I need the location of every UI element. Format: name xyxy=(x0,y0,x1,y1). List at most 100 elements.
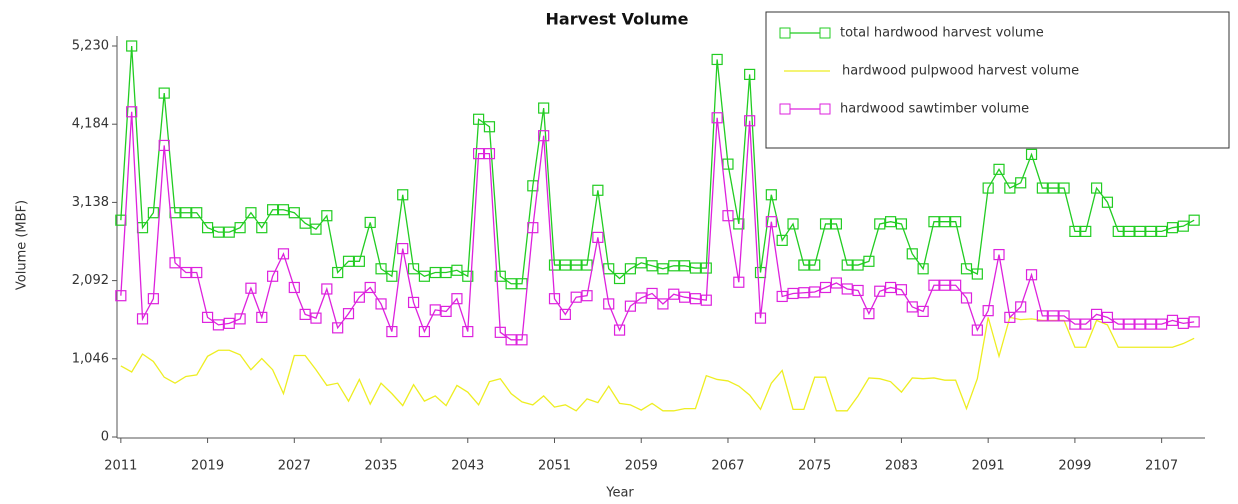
x-tick-label: 2027 xyxy=(278,459,311,474)
point-marker xyxy=(375,298,387,310)
series-line xyxy=(120,316,1195,412)
point-marker xyxy=(863,308,875,320)
point-marker xyxy=(928,279,940,291)
point-marker xyxy=(516,334,528,346)
legend-marker xyxy=(819,103,831,115)
point-marker xyxy=(548,293,561,305)
point-marker xyxy=(505,278,517,290)
point-marker xyxy=(538,130,550,142)
y-tick-label: 4,184 xyxy=(72,117,109,132)
y-tick-label: 2,092 xyxy=(72,273,109,288)
legend-marker xyxy=(779,27,791,39)
point-marker xyxy=(1134,225,1146,238)
point-marker xyxy=(971,268,983,280)
point-marker xyxy=(483,121,496,133)
point-marker xyxy=(852,284,864,297)
x-tick-label: 2067 xyxy=(711,459,744,474)
point-marker xyxy=(548,259,561,271)
point-marker xyxy=(1080,225,1092,238)
point-marker xyxy=(180,266,192,279)
point-marker xyxy=(1036,182,1048,194)
point-marker xyxy=(689,262,702,274)
legend-marker xyxy=(819,27,831,39)
point-marker xyxy=(950,216,962,228)
point-marker xyxy=(256,311,268,323)
point-marker xyxy=(1004,311,1016,323)
point-marker xyxy=(310,223,322,235)
point-marker xyxy=(494,270,506,282)
point-marker xyxy=(234,222,246,234)
point-marker xyxy=(819,218,832,230)
legend-label: total hardwood harvest volume xyxy=(840,26,1044,41)
point-marker xyxy=(201,311,214,323)
point-marker xyxy=(668,260,680,272)
point-marker xyxy=(787,218,799,230)
point-marker xyxy=(473,148,485,160)
point-marker xyxy=(1058,182,1070,194)
point-marker xyxy=(928,216,940,228)
point-marker xyxy=(1177,317,1189,329)
point-marker xyxy=(288,281,300,294)
point-marker xyxy=(852,259,864,271)
point-marker xyxy=(1145,318,1157,330)
point-marker xyxy=(765,216,777,228)
point-marker xyxy=(386,270,398,282)
point-marker xyxy=(1123,318,1135,330)
point-marker xyxy=(1058,310,1070,322)
point-marker xyxy=(581,290,593,302)
point-marker xyxy=(971,324,983,336)
point-marker xyxy=(462,270,474,282)
point-marker xyxy=(1112,318,1124,330)
point-marker xyxy=(473,113,485,125)
y-tick-label: 1,046 xyxy=(72,351,109,366)
point-marker xyxy=(299,308,311,320)
point-marker xyxy=(798,287,810,299)
point-marker xyxy=(180,207,192,219)
legend xyxy=(765,11,1230,149)
point-marker xyxy=(917,263,929,275)
point-marker xyxy=(776,290,788,303)
point-marker xyxy=(1145,225,1157,238)
point-marker xyxy=(657,263,669,275)
point-marker xyxy=(1101,196,1114,208)
point-marker xyxy=(711,53,723,66)
point-marker xyxy=(798,259,810,271)
point-marker xyxy=(364,216,376,229)
point-marker xyxy=(1069,318,1081,330)
point-marker xyxy=(993,248,1005,261)
x-tick-label: 2051 xyxy=(538,459,571,474)
point-marker xyxy=(201,222,214,234)
point-marker xyxy=(744,68,756,81)
point-marker xyxy=(505,334,517,346)
point-marker xyxy=(841,259,853,271)
point-marker xyxy=(1166,314,1179,326)
point-marker xyxy=(321,283,333,295)
point-marker xyxy=(830,218,842,230)
x-tick-label: 2059 xyxy=(625,459,658,474)
point-marker xyxy=(386,325,398,338)
point-marker xyxy=(1080,318,1092,330)
point-marker xyxy=(1156,225,1168,238)
point-marker xyxy=(592,231,604,243)
y-tick-label: 5,230 xyxy=(72,39,109,54)
point-marker xyxy=(342,255,355,267)
point-marker xyxy=(581,259,593,271)
point-marker xyxy=(212,226,225,238)
point-marker xyxy=(884,216,897,228)
point-marker xyxy=(1134,318,1146,330)
point-marker xyxy=(960,263,973,275)
point-marker xyxy=(592,184,604,196)
point-marker xyxy=(1166,222,1179,234)
point-marker xyxy=(169,257,181,269)
point-marker xyxy=(451,293,463,305)
chart-title: Harvest Volume xyxy=(546,10,689,29)
legend-label: hardwood sawtimber volume xyxy=(840,102,1029,117)
point-marker xyxy=(440,305,452,318)
point-marker xyxy=(613,272,626,285)
point-marker xyxy=(809,286,821,298)
point-marker xyxy=(700,262,712,274)
point-marker xyxy=(1015,177,1027,189)
point-marker xyxy=(397,243,409,255)
point-marker xyxy=(191,266,203,279)
